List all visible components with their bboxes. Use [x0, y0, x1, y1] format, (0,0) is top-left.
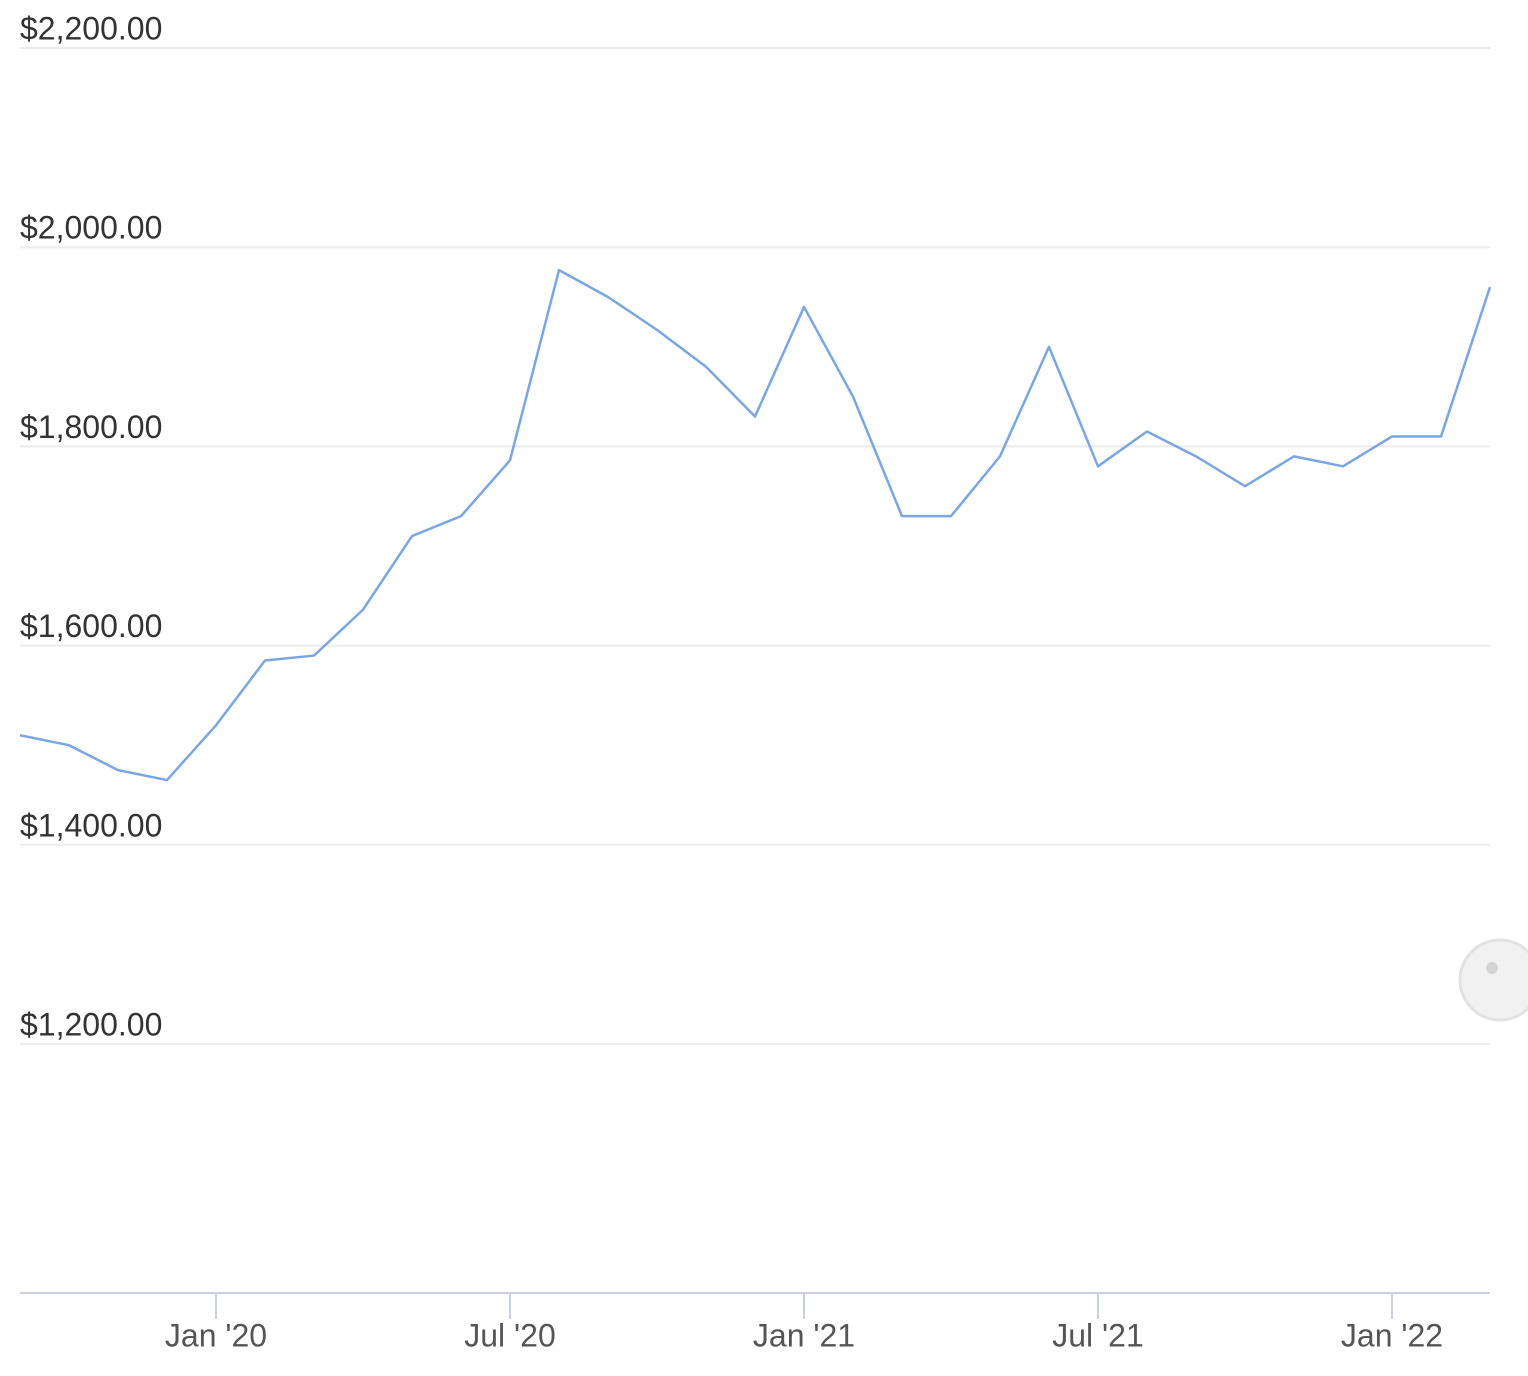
- y-tick-label: $1,400.00: [20, 807, 162, 843]
- y-tick-label: $1,600.00: [20, 608, 162, 644]
- price-line: [19, 268, 1492, 782]
- x-tick-label: Jan '22: [1341, 1317, 1443, 1353]
- x-tick-label: Jan '20: [165, 1317, 267, 1353]
- watermark-logo: [1458, 938, 1528, 1022]
- y-tick-label: $1,200.00: [20, 1006, 162, 1042]
- x-tick-label: Jul '21: [1052, 1317, 1144, 1353]
- x-tick-label: Jul '20: [464, 1317, 556, 1353]
- y-tick-label: $2,000.00: [20, 210, 162, 246]
- x-tick-label: Jan '21: [753, 1317, 855, 1353]
- y-tick-label: $1,800.00: [20, 409, 162, 445]
- y-tick-label: $2,200.00: [20, 10, 162, 46]
